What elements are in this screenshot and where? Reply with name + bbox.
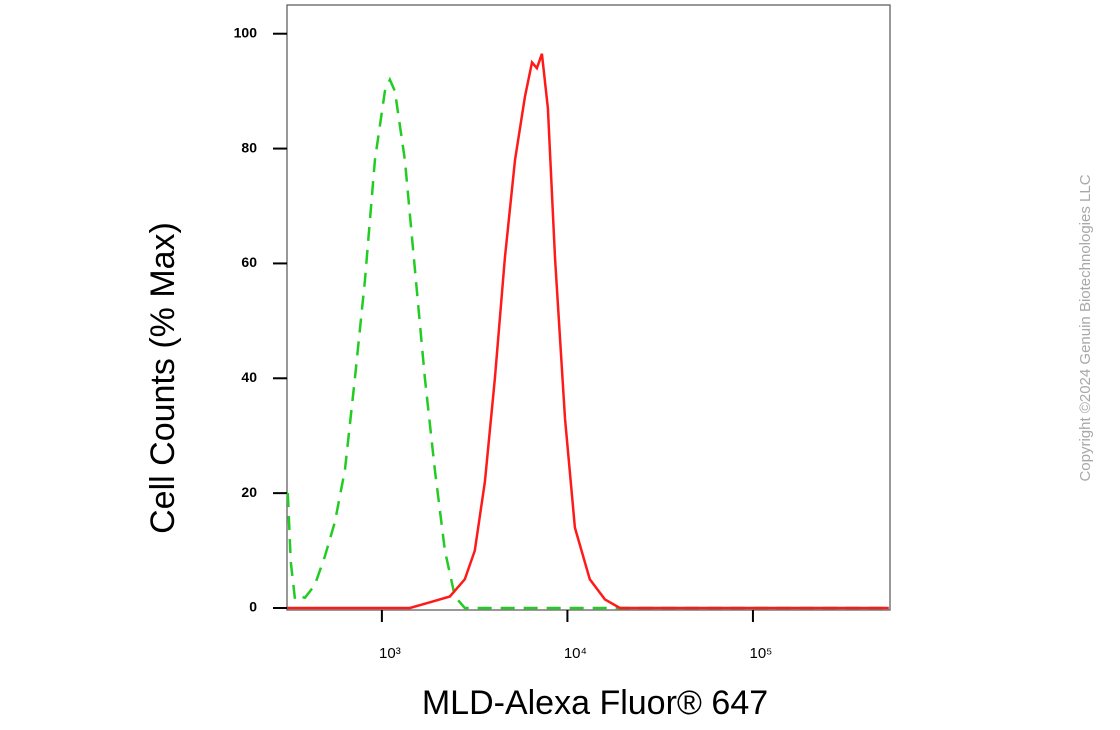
y-tick-label: 80 (241, 139, 257, 155)
series-line (286, 76, 889, 610)
y-tick-label: 100 (234, 24, 258, 40)
series-line (287, 53, 889, 610)
x-tick-label: 10³ (379, 645, 401, 662)
plot-frame (286, 4, 891, 611)
y-tick-label: 40 (241, 369, 257, 385)
watermark: Copyright ©2024 Genuin Biotechnologies L… (1077, 174, 1094, 481)
y-tick-label: 0 (249, 599, 257, 615)
y-axis-title: Cell Counts (% Max) (144, 222, 182, 534)
x-tick-label: 10⁴ (564, 645, 587, 662)
x-axis-title: MLD-Alexa Fluor® 647 (422, 684, 768, 722)
x-tick-label: 10⁵ (749, 645, 772, 662)
y-tick-label: 20 (241, 484, 257, 500)
y-tick-label: 60 (241, 254, 257, 270)
